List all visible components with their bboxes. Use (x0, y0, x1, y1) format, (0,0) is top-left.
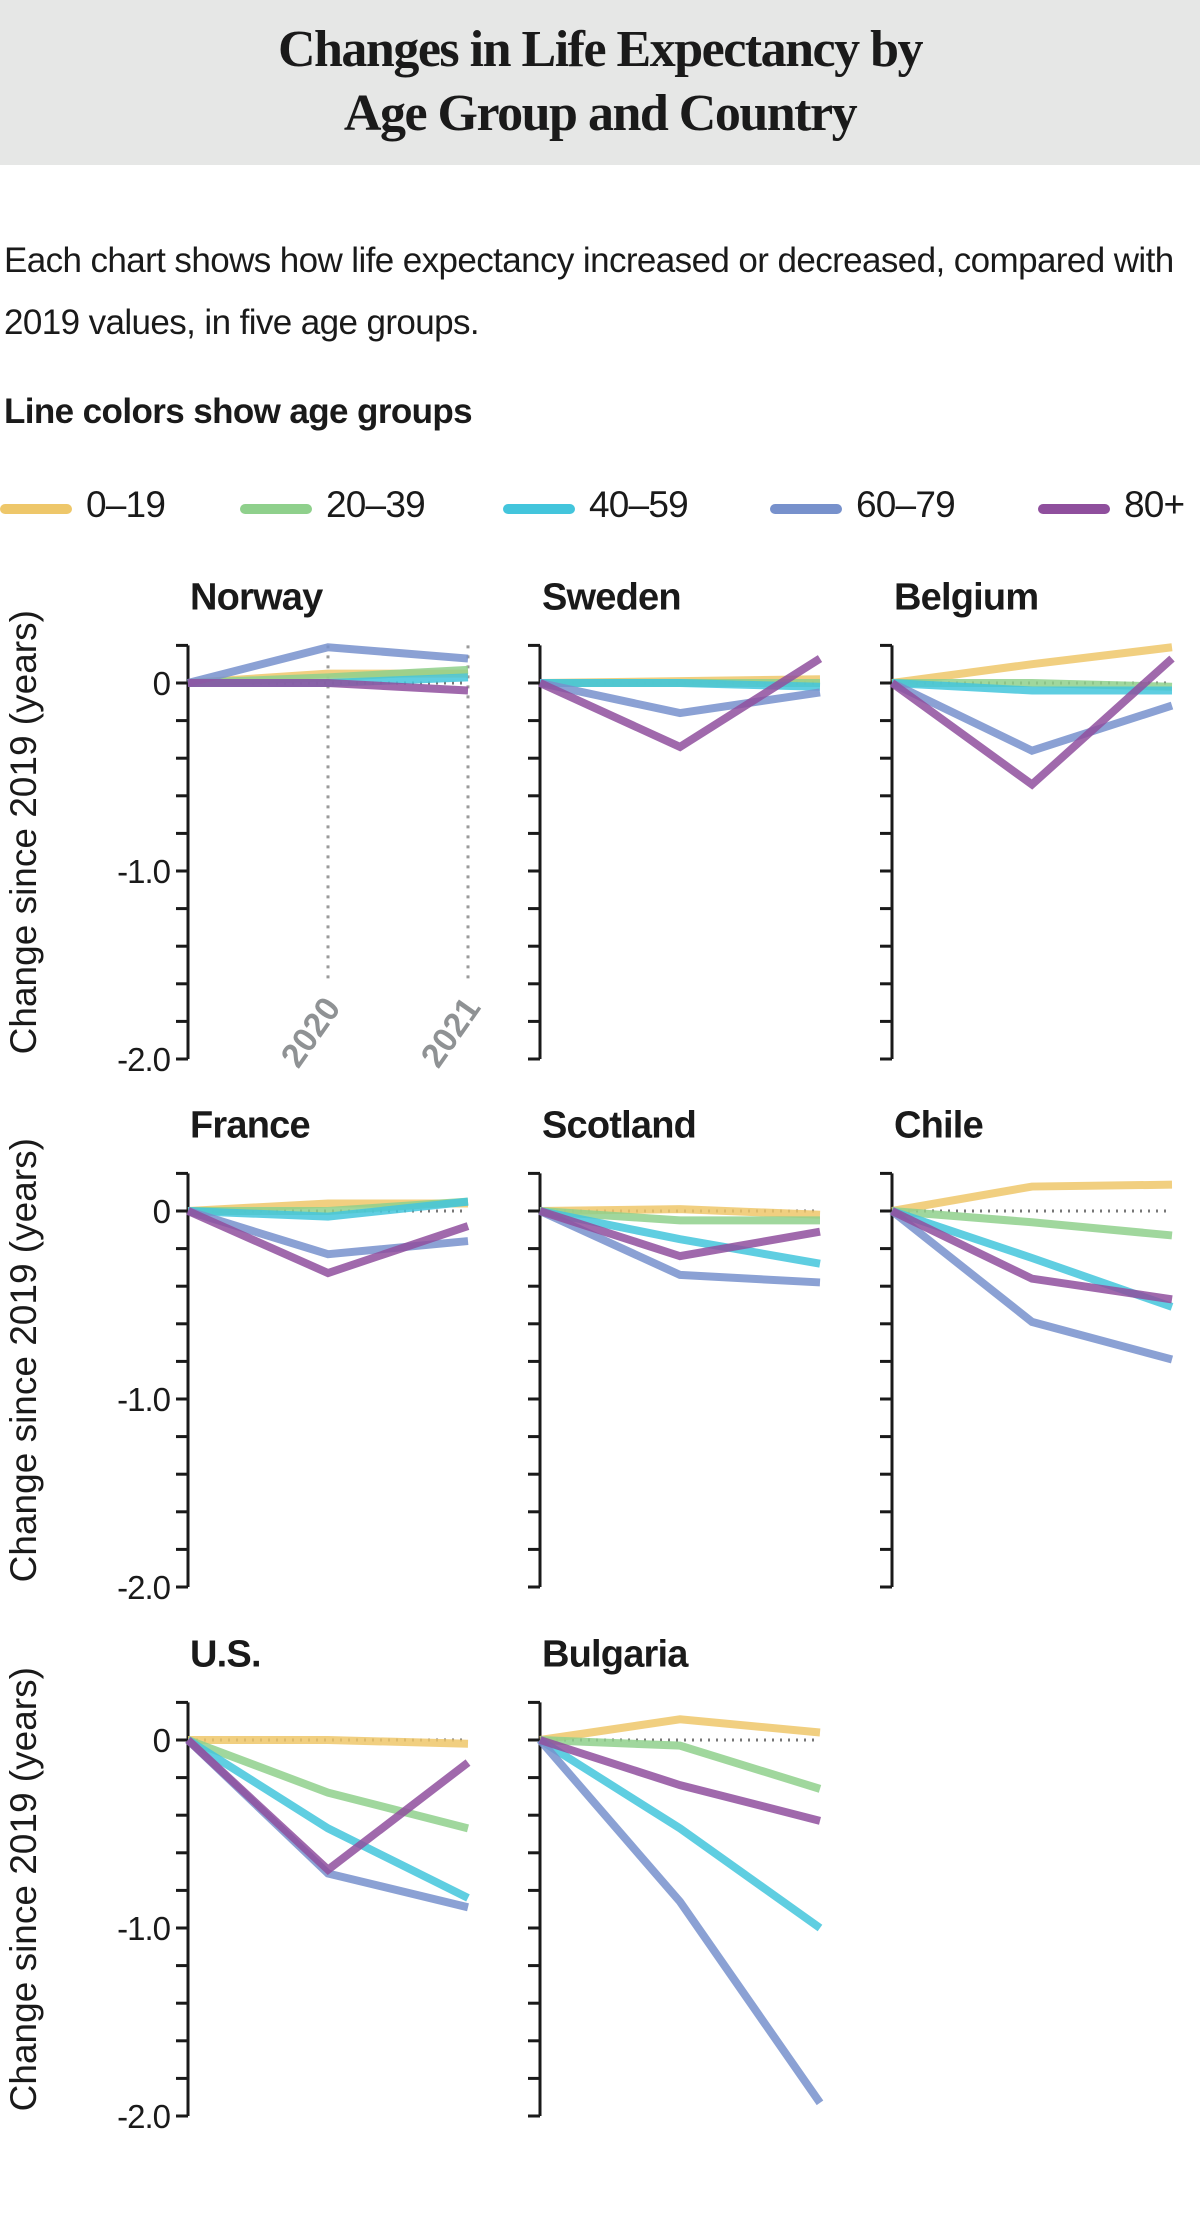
panel-title: Sweden (542, 576, 681, 618)
series-line-0-19 (891, 1180, 1173, 1215)
series-line-20-39 (891, 1207, 1173, 1240)
panel-bulgaria: Bulgaria (528, 1633, 824, 2118)
panel-title: Belgium (894, 576, 1038, 618)
legend-swatch (1038, 504, 1110, 514)
y-tick-label: -2.0 (117, 1041, 171, 1078)
series-line-60-79 (889, 1207, 1174, 1364)
x-tick-label: 2020 (274, 991, 349, 1075)
y-tick-label: -1.0 (117, 853, 171, 890)
series-line-40-59 (539, 1207, 821, 1268)
y-tick-label: 0 (153, 1722, 171, 1759)
series-line-60-79 (539, 679, 821, 718)
y-tick-label: -2.0 (117, 1569, 171, 1606)
series-line-60-79 (890, 679, 1174, 755)
panel-title: Chile (894, 1104, 983, 1146)
series-line-80-plus (538, 1736, 821, 1825)
series-line-80-plus (188, 679, 469, 695)
y-tick-label: 0 (153, 1193, 171, 1230)
subtitle: Each chart shows how life expectancy inc… (4, 241, 1174, 342)
chart-title: Changes in Life Expectancy by Age Group … (0, 18, 1200, 146)
series-line-20-39 (539, 1736, 822, 1793)
legend-label: 60–79 (856, 484, 956, 525)
title-line-1: Changes in Life Expectancy by (277, 21, 924, 78)
series-line-60-79 (187, 643, 469, 687)
series-line-60-79 (538, 1207, 821, 1287)
series-line-80-plus (890, 1207, 1173, 1304)
series-line-40-59 (185, 1736, 470, 1902)
series-line-80-plus (889, 655, 1175, 790)
title-line-2: Age Group and Country (343, 85, 858, 142)
series-line-0-19 (891, 643, 1173, 687)
y-axis-label: Change since 2019 (years) (3, 1138, 44, 1582)
legend-swatch (240, 504, 312, 514)
series-line-60-79 (536, 1737, 824, 2106)
legend-swatch (0, 504, 72, 514)
panel-title: Scotland (542, 1104, 696, 1146)
legend-swatch (770, 504, 842, 514)
panel-title: Bulgaria (542, 1633, 689, 1675)
y-tick-label: -1.0 (117, 1910, 171, 1947)
panel-chile: Chile (880, 1104, 1174, 1589)
legend-label: 20–39 (326, 484, 426, 525)
panel-france: France 0 -1.0 -2.0 Change since 2019 (years) (3, 1104, 470, 1606)
panel-title: Norway (190, 576, 323, 618)
legend-label: 40–59 (589, 484, 689, 525)
series-line-40-59 (187, 1197, 469, 1221)
legend-heading: Line colors show age groups (4, 392, 473, 431)
panel-us: U.S. 0 -1.0 -2.0 Change since 2019 (years) (3, 1633, 471, 2135)
y-axis-label: Change since 2019 (years) (3, 610, 44, 1054)
panel-scotland: Scotland (528, 1104, 821, 1589)
series-line-80-plus (538, 655, 823, 752)
panel-title: U.S. (190, 1633, 261, 1675)
series-line-80-plus (186, 1207, 470, 1278)
y-tick-label: 0 (153, 665, 171, 702)
header-banner: Changes in Life Expectancy by Age Group … (0, 0, 1200, 165)
legend-label: 0–19 (86, 484, 166, 525)
panel-title: France (190, 1104, 310, 1146)
y-tick-label: -2.0 (117, 2098, 171, 2135)
panel-belgium: Belgium (880, 576, 1175, 1061)
series-line-20-39 (539, 1207, 820, 1225)
series-line-20-39 (186, 1736, 469, 1833)
series-line-80-plus (538, 1207, 821, 1261)
legend-swatch (503, 504, 575, 514)
panel-sweden: Sweden (528, 576, 823, 1061)
series-line-0-19 (188, 1736, 469, 1748)
series-line-40-59 (537, 1736, 823, 1932)
y-axis-label: Change since 2019 (years) (3, 1667, 44, 2111)
legend: 0–19 20–39 40–59 60–79 80+ (0, 478, 1200, 538)
legend-label: 80+ (1124, 484, 1185, 525)
x-tick-label: 2021 (414, 991, 489, 1075)
series-line-0-19 (539, 1715, 821, 1744)
series-line-80-plus (185, 1737, 471, 1875)
series-line-40-59 (891, 679, 1172, 695)
y-tick-label: -1.0 (117, 1381, 171, 1418)
panel-norway: Norway 0 -1.0 -2.0 Change since 2019 (years)… (3, 576, 488, 1078)
